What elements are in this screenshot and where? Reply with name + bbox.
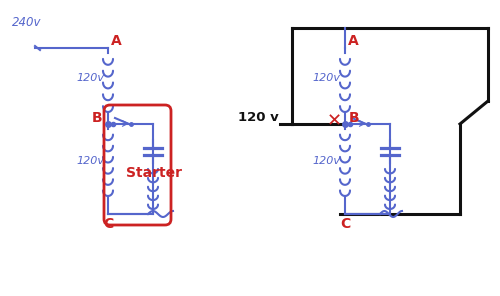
Text: A: A: [348, 34, 359, 48]
Text: B: B: [92, 111, 102, 125]
Text: Starter: Starter: [126, 166, 182, 180]
Text: B: B: [349, 111, 360, 125]
Text: 240v: 240v: [12, 16, 42, 29]
Text: A: A: [111, 34, 122, 48]
Text: 120v: 120v: [76, 73, 104, 83]
Text: 120v: 120v: [312, 156, 340, 166]
Text: 120 v: 120 v: [238, 111, 279, 124]
Text: 120v: 120v: [312, 73, 340, 83]
Text: C: C: [103, 217, 113, 231]
Text: 120v: 120v: [76, 156, 104, 166]
Text: C: C: [340, 217, 350, 231]
Text: ✕: ✕: [327, 112, 342, 130]
